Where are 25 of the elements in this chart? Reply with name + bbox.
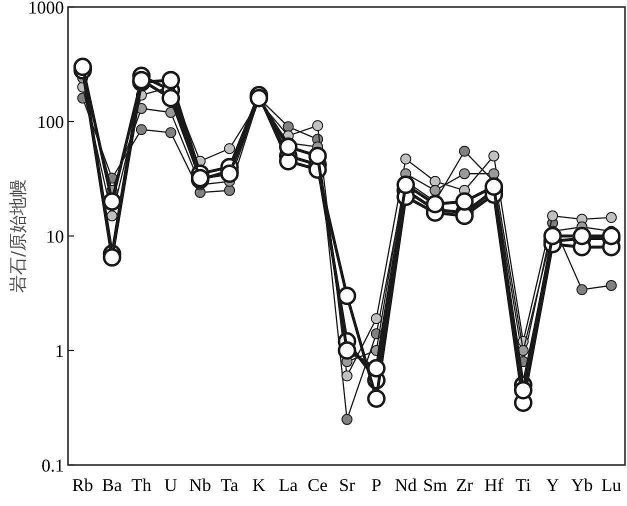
x-tick-label: Zr: [456, 475, 473, 495]
x-tick-label: Yb: [570, 475, 593, 495]
y-tick-label: 100: [37, 112, 64, 132]
x-tick-label: Sr: [338, 475, 356, 495]
x-tick-label: Lu: [601, 475, 622, 495]
y-axis-title: 岩石/原始地幔: [8, 178, 29, 294]
x-tick-label: Hf: [484, 475, 504, 495]
x-tick-label: Ti: [516, 475, 531, 495]
x-tick-label: Ce: [308, 475, 328, 495]
x-tick-label: P: [371, 475, 382, 495]
y-tick-label: 0.1: [42, 455, 64, 476]
x-tick-label: La: [278, 475, 298, 495]
x-tick-label: U: [164, 475, 178, 495]
x-tick-label: Nd: [394, 475, 417, 495]
x-tick-label: Th: [131, 475, 152, 495]
y-tick-label: 1: [55, 340, 64, 361]
x-tick-label: Y: [546, 475, 560, 495]
x-tick-label: Ta: [220, 475, 238, 495]
y-tick-label: 1000: [28, 0, 64, 18]
x-tick-label: Sm: [423, 475, 448, 495]
x-tick-label: Ba: [102, 475, 122, 495]
x-tick-label: Rb: [72, 475, 94, 495]
x-tick-label: K: [252, 475, 266, 495]
x-tick-label: Nb: [189, 475, 212, 495]
y-tick-label: 10: [46, 226, 64, 246]
